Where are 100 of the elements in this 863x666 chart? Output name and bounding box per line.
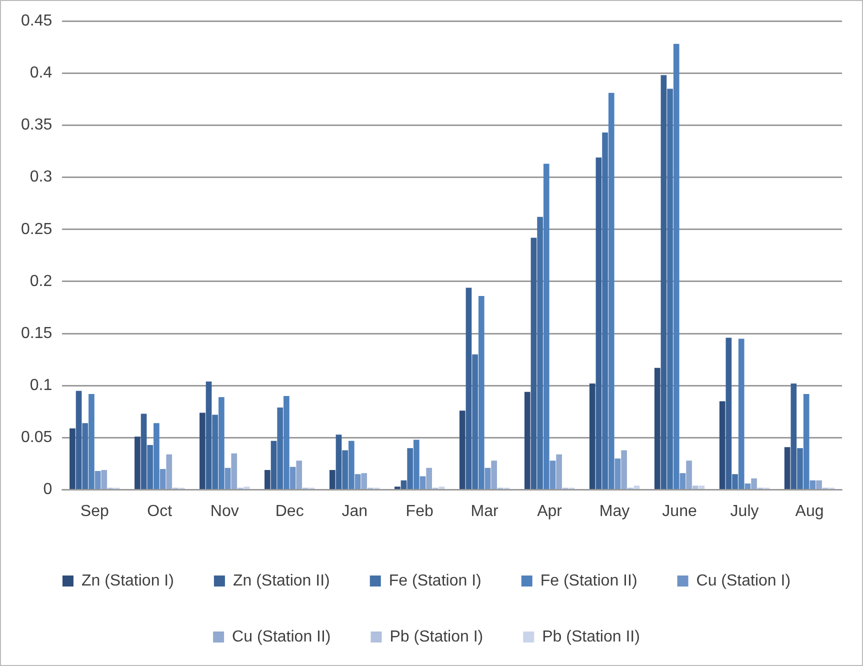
bar xyxy=(790,384,797,490)
x-tick-label: Aug xyxy=(795,502,824,520)
bar xyxy=(218,397,224,490)
bar xyxy=(797,448,803,490)
bar xyxy=(686,460,692,490)
bar xyxy=(160,468,166,490)
legend-label: Pb (Station II) xyxy=(542,628,640,646)
legend-label: Fe (Station II) xyxy=(540,572,638,590)
bar xyxy=(524,392,530,490)
bar xyxy=(154,423,160,490)
y-tick-label: 0.3 xyxy=(30,168,52,186)
bar xyxy=(224,468,231,490)
x-tick-label: Nov xyxy=(210,502,239,520)
bar xyxy=(420,476,426,490)
bar xyxy=(329,470,336,490)
bar xyxy=(589,384,596,490)
bar xyxy=(70,428,76,490)
bar xyxy=(336,434,342,490)
x-tick-label: Mar xyxy=(470,502,500,520)
bar xyxy=(413,440,420,490)
bar xyxy=(732,474,738,490)
bar xyxy=(550,460,556,490)
legend-label: Cu (Station II) xyxy=(232,628,331,646)
bar xyxy=(667,88,673,490)
bar xyxy=(537,216,543,490)
bar xyxy=(673,44,680,490)
bar xyxy=(680,473,686,490)
bar xyxy=(88,394,94,490)
y-tick-label: 0.05 xyxy=(21,429,52,446)
bar xyxy=(270,440,277,490)
bar xyxy=(76,390,82,490)
x-tick-label: May xyxy=(599,502,630,520)
x-tick-label: Apr xyxy=(537,502,563,520)
bar xyxy=(784,447,790,490)
bar xyxy=(738,338,744,490)
bar xyxy=(634,486,640,490)
legend-label: Zn (Station II) xyxy=(232,572,330,590)
bar xyxy=(166,454,172,490)
x-tick-label: July xyxy=(730,502,759,520)
bar xyxy=(719,401,726,490)
bar xyxy=(751,478,757,490)
bar xyxy=(556,454,562,490)
bar xyxy=(744,484,751,490)
legend-label: Zn (Station I) xyxy=(81,572,174,590)
bar xyxy=(426,468,432,490)
bar xyxy=(277,408,284,490)
bar xyxy=(296,460,302,490)
bar xyxy=(200,412,206,490)
bar xyxy=(354,474,361,490)
bar xyxy=(602,132,608,490)
y-tick-label: 0.35 xyxy=(21,116,52,134)
bar xyxy=(244,486,250,490)
bar xyxy=(206,381,212,490)
x-tick-label: Sep xyxy=(80,502,109,520)
bar xyxy=(614,458,621,490)
legend-label: Fe (Station I) xyxy=(388,572,482,590)
bar xyxy=(394,486,400,490)
bar xyxy=(654,368,660,490)
bar xyxy=(484,468,491,490)
bar xyxy=(692,486,698,490)
x-tick-label: June xyxy=(662,502,697,520)
legend-label: Cu (Station I) xyxy=(696,572,791,590)
bar xyxy=(816,480,822,490)
bar xyxy=(140,414,147,490)
bar xyxy=(231,453,238,490)
bar xyxy=(438,486,445,490)
bar xyxy=(621,450,627,490)
bar xyxy=(810,480,816,490)
bar xyxy=(459,410,466,490)
y-tick-label: 0.2 xyxy=(30,272,52,290)
bar xyxy=(348,440,354,490)
bar xyxy=(491,460,497,490)
y-tick-label: 0.4 xyxy=(30,64,52,82)
bar xyxy=(361,473,368,490)
bar xyxy=(284,396,290,490)
bar xyxy=(290,466,296,490)
bar xyxy=(543,164,550,490)
bar xyxy=(94,471,101,490)
bar xyxy=(342,450,348,490)
y-tick-label: 0.45 xyxy=(21,12,52,30)
bar xyxy=(147,445,154,490)
bar xyxy=(698,486,705,490)
x-tick-label: Feb xyxy=(406,502,434,520)
y-tick-label: 0.25 xyxy=(21,220,52,238)
legend-label: Pb (Station I) xyxy=(390,628,484,646)
bar xyxy=(530,238,537,490)
bar xyxy=(608,92,614,490)
bar xyxy=(472,354,478,490)
bar xyxy=(466,288,472,490)
bar xyxy=(101,470,108,490)
y-tick-label: 0 xyxy=(43,481,52,498)
bar xyxy=(134,436,140,490)
bar xyxy=(212,414,218,490)
x-tick-label: Oct xyxy=(147,502,173,520)
bar xyxy=(407,448,413,490)
bar xyxy=(726,338,732,490)
y-tick-label: 0.15 xyxy=(21,324,52,342)
bar xyxy=(596,157,602,490)
bar xyxy=(264,470,270,490)
bar xyxy=(478,296,484,490)
